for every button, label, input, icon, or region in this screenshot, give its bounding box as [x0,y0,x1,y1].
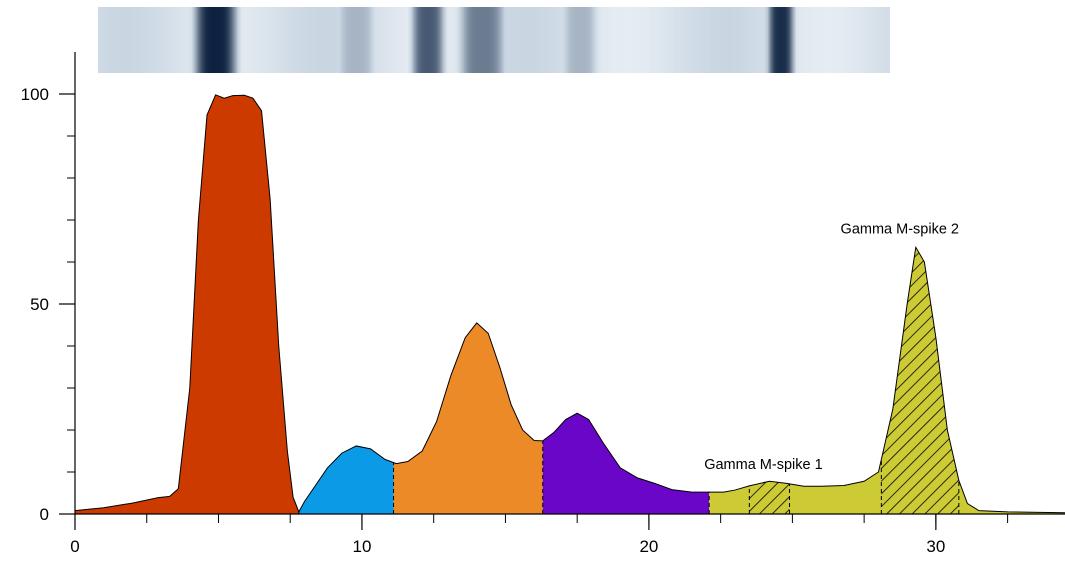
profile-outline [74,94,1065,514]
ticks: 0 10 20 30 0 50 100 [21,85,1009,556]
fraction-area [542,413,710,514]
annotation-gamma-mspike-1: Gamma M-spike 1 [704,457,822,473]
x-tick-label: 20 [639,537,658,556]
gel-band [564,7,596,73]
gel-strip-background [97,7,890,73]
mspike-hatch [881,247,959,515]
y-tick-label: 0 [40,505,49,524]
annotations: Gamma M-spike 1 Gamma M-spike 2 [704,221,959,473]
x-tick-label: 0 [70,537,79,556]
y-tick-label: 50 [30,295,49,314]
mspike-layer [749,247,959,515]
fraction-area [393,322,543,514]
axes [74,52,1065,515]
x-tick-label: 10 [352,537,371,556]
x-tick-label: 30 [926,537,945,556]
mspike-hatch [749,481,790,514]
gel-band [414,7,443,73]
gel-band [462,7,502,73]
gel-band [769,7,792,73]
gel-strip [97,7,890,73]
gel-band [339,7,373,73]
fraction-area [75,94,299,514]
annotation-gamma-mspike-2: Gamma M-spike 2 [841,221,959,237]
fraction-dividers [298,440,960,514]
gel-band [197,7,234,73]
y-tick-label: 100 [21,85,49,104]
fraction-area [298,445,394,514]
